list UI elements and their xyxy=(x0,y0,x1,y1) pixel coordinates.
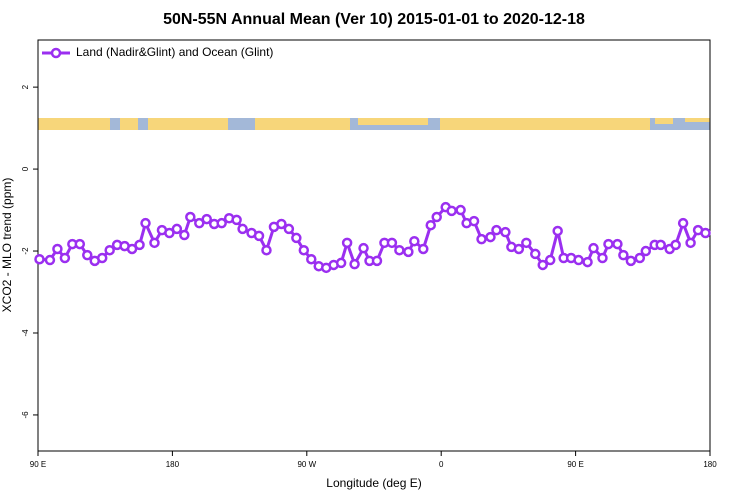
data-point xyxy=(253,230,265,242)
data-point xyxy=(521,237,532,249)
data-point xyxy=(625,255,637,267)
data-point xyxy=(491,224,502,236)
data-point xyxy=(670,239,681,251)
data-point xyxy=(582,256,593,268)
data-point xyxy=(431,211,442,223)
data-point xyxy=(446,205,457,217)
data-point xyxy=(74,238,86,250)
legend-marker xyxy=(50,47,62,59)
data-point xyxy=(573,254,584,266)
data-point xyxy=(134,239,145,251)
data-point xyxy=(500,226,511,238)
data-point xyxy=(44,254,56,266)
data-point xyxy=(104,244,115,256)
data-point xyxy=(194,217,205,229)
chart-title: 50N-55N Annual Mean (Ver 10) 2015-01-01 … xyxy=(163,11,585,28)
land-ocean-strip xyxy=(38,118,710,130)
x-tick-label: 180 xyxy=(703,460,717,469)
data-point xyxy=(140,217,151,229)
data-point xyxy=(185,211,196,223)
data-point xyxy=(283,223,295,235)
y-tick-label: -6 xyxy=(21,411,30,419)
data-point xyxy=(231,214,242,226)
y-tick-label: 2 xyxy=(21,84,30,89)
data-point xyxy=(149,237,160,249)
data-point xyxy=(655,239,666,251)
data-point xyxy=(677,217,689,229)
data-point xyxy=(179,229,190,241)
data-point xyxy=(513,243,525,255)
x-tick-label: 0 xyxy=(439,460,444,469)
data-point xyxy=(418,243,429,255)
data-point xyxy=(34,253,45,265)
x-tick-label: 90 E xyxy=(30,460,46,469)
y-tick-label: -2 xyxy=(21,247,30,255)
data-point xyxy=(530,248,541,260)
data-point xyxy=(485,231,496,243)
data-point xyxy=(201,213,212,225)
data-point xyxy=(171,223,183,235)
plot-frame xyxy=(37,39,711,452)
data-point xyxy=(409,235,420,247)
data-point xyxy=(306,253,317,265)
data-point xyxy=(371,255,383,267)
data-point xyxy=(52,243,63,255)
data-point xyxy=(358,242,369,254)
y-axis-label: XCO2 - MLO trend (ppm) xyxy=(0,178,14,313)
data-point xyxy=(544,254,556,266)
y-tick-label: 0 xyxy=(21,166,30,171)
data-point xyxy=(700,227,711,239)
x-axis-label: Longitude (deg E) xyxy=(326,476,421,490)
data-point xyxy=(164,227,175,239)
data-point xyxy=(455,204,466,216)
data-point xyxy=(468,215,480,227)
data-point xyxy=(588,242,599,254)
data-point xyxy=(552,225,563,237)
data-point xyxy=(634,252,646,264)
data-point xyxy=(298,244,310,256)
data-point xyxy=(349,258,360,270)
y-tick-label: -4 xyxy=(21,329,30,337)
data-point xyxy=(237,223,248,235)
data-point xyxy=(261,244,272,256)
data-point xyxy=(276,218,287,230)
data-point xyxy=(59,252,71,264)
data-point xyxy=(597,252,608,264)
data-point xyxy=(216,217,227,229)
data-point xyxy=(537,259,548,271)
data-point xyxy=(403,246,414,258)
data-point xyxy=(126,243,138,255)
x-tick-label: 90 E xyxy=(567,460,583,469)
data-point xyxy=(603,238,614,250)
data-point xyxy=(96,252,108,264)
data-point xyxy=(394,244,405,256)
x-tick-label: 90 W xyxy=(297,460,316,469)
data-point xyxy=(386,237,398,249)
data-point xyxy=(640,245,652,257)
data-point xyxy=(425,219,436,231)
x-tick-label: 180 xyxy=(166,460,180,469)
legend-label: Land (Nadir&Glint) and Ocean (Glint) xyxy=(76,45,273,59)
data-point xyxy=(618,249,629,261)
data-point xyxy=(612,238,623,250)
data-point xyxy=(685,237,696,249)
data-point xyxy=(335,257,347,269)
data-point xyxy=(82,249,93,261)
data-point xyxy=(291,232,302,244)
data-point xyxy=(476,233,487,245)
data-point xyxy=(341,237,353,249)
